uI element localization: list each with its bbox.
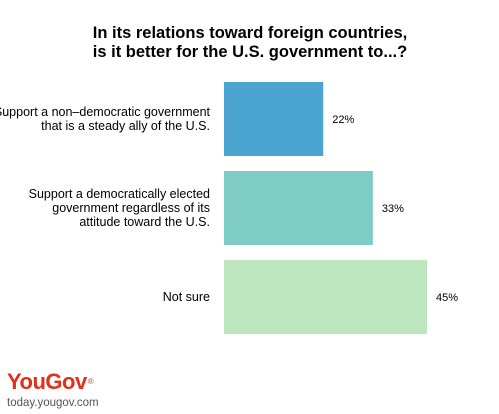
category-label-3: Not sure — [163, 290, 210, 304]
category-labels: Support a non–democratic government that … — [0, 105, 211, 304]
category-label-2-line-1: Support a democratically elected — [29, 187, 210, 201]
category-label-2-line-3: attitude toward the U.S. — [79, 215, 210, 229]
category-label-3-line-1: Not sure — [163, 290, 210, 304]
yougov-branding: YouGov® today.yougov.com — [7, 370, 157, 412]
logo-gov: Gov — [45, 369, 87, 394]
yougov-logo: YouGov® — [7, 369, 94, 394]
category-label-2: Support a democratically elected governme… — [29, 187, 210, 229]
registered-mark: ® — [87, 377, 94, 386]
value-label-3: 45% — [436, 292, 458, 304]
category-label-2-line-2: government regardless of its — [52, 201, 210, 215]
category-label-1-line-1: Support a non–democratic government — [0, 105, 211, 119]
value-label-2: 33% — [382, 203, 404, 215]
bar-1 — [224, 82, 324, 156]
logo-you: You — [7, 369, 46, 394]
category-label-1: Support a non–democratic government that … — [0, 105, 211, 133]
bar-3 — [224, 260, 427, 334]
chart-title: In its relations toward foreign countrie… — [93, 24, 407, 61]
title-line-1: In its relations toward foreign countrie… — [93, 24, 407, 42]
value-labels: 22% 33% 45% — [332, 114, 458, 304]
bar-2 — [224, 171, 373, 245]
yougov-url: today.yougov.com — [7, 397, 99, 409]
bars — [224, 82, 427, 334]
title-line-2: is it better for the U.S. government to.… — [93, 43, 407, 61]
category-label-1-line-2: that is a steady ally of the U.S. — [41, 119, 210, 133]
value-label-1: 22% — [332, 114, 354, 126]
